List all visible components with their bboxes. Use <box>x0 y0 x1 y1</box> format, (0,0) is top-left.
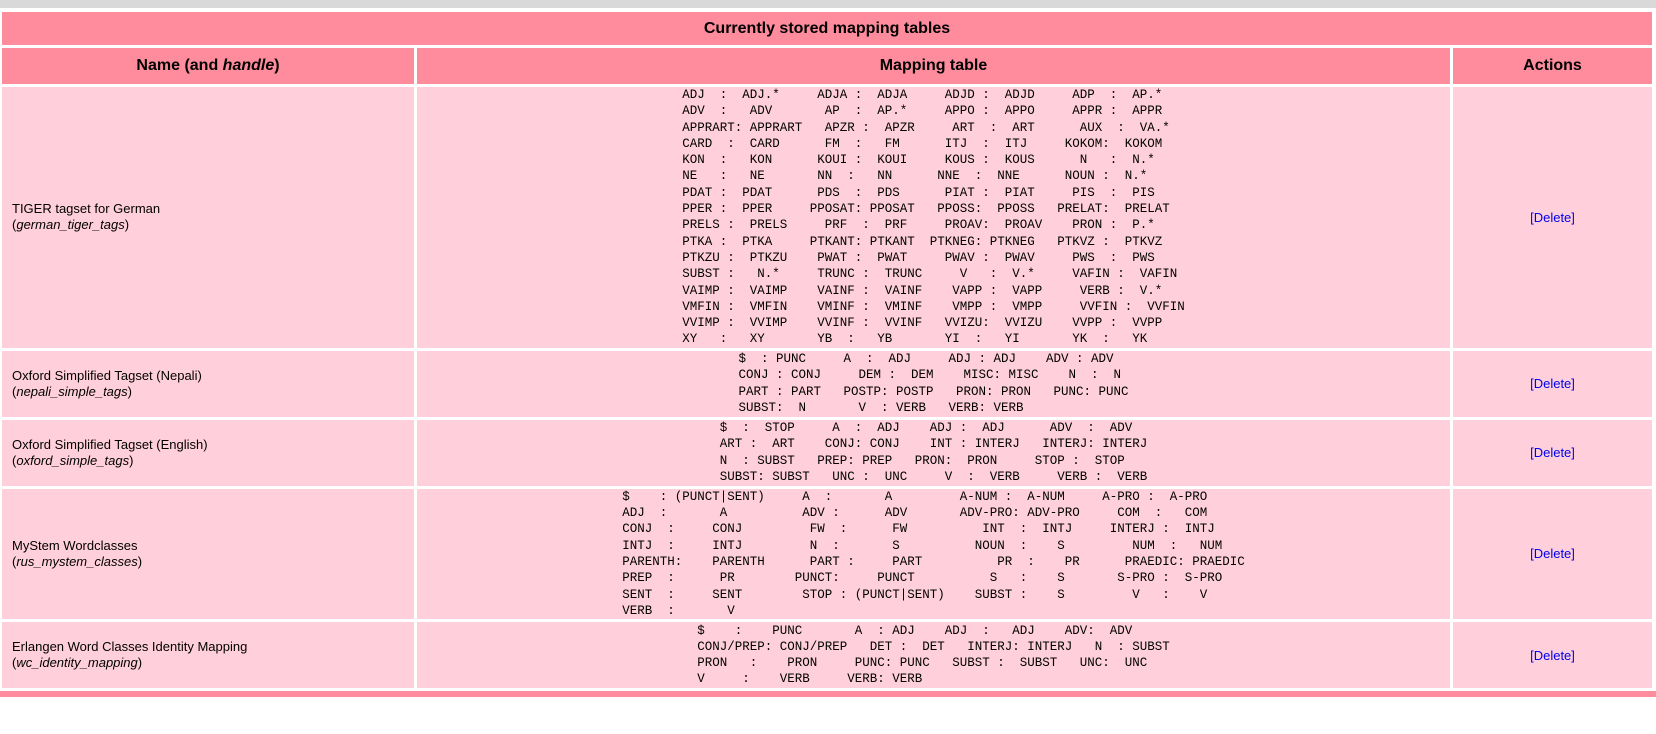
delete-link[interactable]: [Delete] <box>1530 445 1575 461</box>
tagset-handle: wc_identity_mapping <box>16 655 138 671</box>
table-row: Oxford Simplified Tagset (Nepali) (nepali… <box>2 350 1652 417</box>
delete-link[interactable]: [Delete] <box>1530 647 1575 663</box>
name-cell: MyStem Wordclasses (rus_mystem_classes) <box>2 488 414 620</box>
column-header-mapping: Mapping table <box>417 48 1450 84</box>
mapping-cell: $ : PUNC A : ADJ ADJ : ADJ ADV : ADV CON… <box>417 350 1450 417</box>
actions-cell: [Delete] <box>1453 350 1652 417</box>
tagset-name: Erlangen Word Classes Identity Mapping <box>12 639 248 655</box>
name-cell: TIGER tagset for German (german_tiger_tag… <box>2 87 414 348</box>
column-header-name: Name (and handle) <box>2 48 414 84</box>
top-divider-bar <box>0 0 1656 8</box>
name-cell: Oxford Simplified Tagset (English) (oxfor… <box>2 419 414 486</box>
mapping-grid: $ : STOP A : ADJ ADJ : ADJ ADV : ADV ART… <box>719 421 1148 485</box>
table-row: Oxford Simplified Tagset (English) (oxfor… <box>2 419 1652 486</box>
table-caption: Currently stored mapping tables <box>2 12 1652 45</box>
mapping-grid: ADJ : ADJ.* ADJA : ADJA ADJD : ADJD ADP … <box>682 88 1185 347</box>
column-header-name-prefix: Name (and <box>136 57 223 74</box>
delete-link[interactable]: [Delete] <box>1530 209 1575 225</box>
tagset-name: TIGER tagset for German <box>12 201 161 217</box>
tagset-name: MyStem Wordclasses <box>12 537 138 553</box>
bottom-divider-bar <box>0 691 1656 698</box>
mapping-cell: $ : PUNC A : ADJ ADJ : ADJ ADV: ADV CONJ… <box>417 622 1450 689</box>
delete-link[interactable]: [Delete] <box>1530 376 1575 392</box>
column-header-actions: Actions <box>1453 48 1652 84</box>
actions-cell: [Delete] <box>1453 488 1652 620</box>
tagset-handle: oxford_simple_tags <box>16 452 130 468</box>
mapping-cell: ADJ : ADJ.* ADJA : ADJA ADJD : ADJD ADP … <box>417 87 1450 348</box>
tagset-handle: nepali_simple_tags <box>16 383 128 399</box>
actions-cell: [Delete] <box>1453 419 1652 486</box>
name-cell: Erlangen Word Classes Identity Mapping (w… <box>2 622 414 689</box>
delete-link[interactable]: [Delete] <box>1530 546 1575 562</box>
mapping-cell: $ : (PUNCT|SENT) A : A A-NUM : A-NUM A-P… <box>417 488 1450 620</box>
tagset-name: Oxford Simplified Tagset (Nepali) <box>12 367 202 383</box>
tagset-handle: rus_mystem_classes <box>16 553 138 569</box>
column-header-handle-word: handle <box>222 57 275 74</box>
table-row: Erlangen Word Classes Identity Mapping (w… <box>2 622 1652 689</box>
table-row: MyStem Wordclasses (rus_mystem_classes) $… <box>2 488 1652 620</box>
tagset-handle: german_tiger_tags <box>16 217 125 233</box>
mapping-grid: $ : PUNC A : ADJ ADJ : ADJ ADV: ADV CONJ… <box>697 623 1170 687</box>
mapping-cell: $ : STOP A : ADJ ADJ : ADJ ADV : ADV ART… <box>417 419 1450 486</box>
actions-cell: [Delete] <box>1453 87 1652 348</box>
mapping-tables-table: Currently stored mapping tables Name (an… <box>0 9 1655 691</box>
mapping-grid: $ : PUNC A : ADJ ADJ : ADJ ADV : ADV CON… <box>738 352 1129 416</box>
mapping-grid: $ : (PUNCT|SENT) A : A A-NUM : A-NUM A-P… <box>622 489 1245 618</box>
actions-cell: [Delete] <box>1453 622 1652 689</box>
table-row: TIGER tagset for German (german_tiger_tag… <box>2 87 1652 348</box>
column-header-name-suffix: ) <box>274 57 280 74</box>
tagset-name: Oxford Simplified Tagset (English) <box>12 436 208 452</box>
name-cell: Oxford Simplified Tagset (Nepali) (nepali… <box>2 350 414 417</box>
